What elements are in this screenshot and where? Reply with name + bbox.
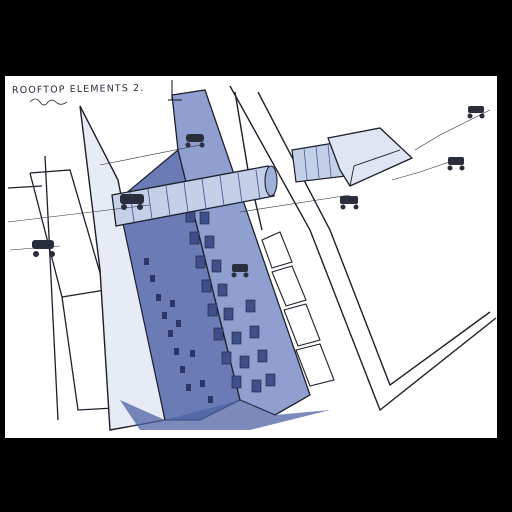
left-tower-windows [144, 258, 213, 403]
vehicle-bridge [120, 194, 144, 210]
vehicle-tower-top [185, 134, 205, 148]
tube-bridge [111, 165, 278, 227]
vehicle-top-right [467, 106, 485, 119]
vehicle-right [447, 157, 465, 171]
facade-windows [185, 209, 276, 393]
tower-ledges [261, 231, 335, 387]
ground-shadow [120, 400, 330, 430]
signature [29, 98, 68, 106]
vehicle-left [32, 240, 55, 257]
rooftop-antenna [168, 80, 182, 101]
sketch-caption: ROOFTOP ELEMENTS 2. [11, 82, 145, 97]
connector-box [327, 127, 414, 187]
right-tube [291, 127, 414, 187]
vehicle-center [231, 264, 249, 278]
vehicle-right-mid [340, 196, 359, 210]
